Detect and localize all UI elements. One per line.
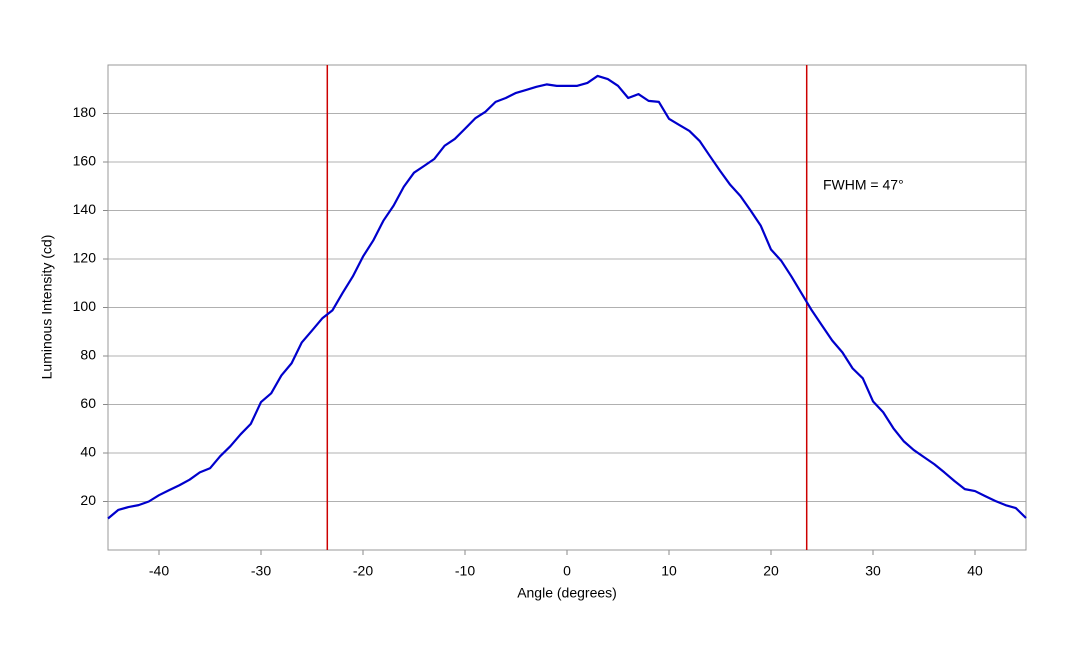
y-tick-label: 180 <box>73 104 97 120</box>
x-tick-label: 0 <box>563 563 571 579</box>
y-axis-label: Luminous Intensity (cd) <box>39 235 55 380</box>
x-tick-label: -20 <box>353 563 373 579</box>
y-tick-label: 100 <box>73 298 97 314</box>
y-tick-label: 140 <box>73 201 97 217</box>
x-tick-label: -40 <box>149 563 169 579</box>
x-tick-label: 20 <box>763 563 779 579</box>
x-tick-label: 40 <box>967 563 983 579</box>
x-axis-label: Angle (degrees) <box>517 585 617 601</box>
y-tick-label: 80 <box>80 347 96 363</box>
plot-frame <box>107 64 1027 551</box>
y-tick-label: 60 <box>80 395 96 411</box>
x-tick-label: -10 <box>455 563 475 579</box>
y-tick-label: 160 <box>73 153 97 169</box>
x-tick-label: 10 <box>661 563 677 579</box>
data-line <box>107 74 1027 520</box>
y-tick-label: 120 <box>73 250 97 266</box>
x-tick-label: 30 <box>865 563 881 579</box>
annotation: FWHM = 47° <box>823 177 904 193</box>
x-tick-label: -30 <box>251 563 271 579</box>
y-tick-label: 40 <box>80 444 96 460</box>
y-tick-label: 20 <box>80 492 96 508</box>
